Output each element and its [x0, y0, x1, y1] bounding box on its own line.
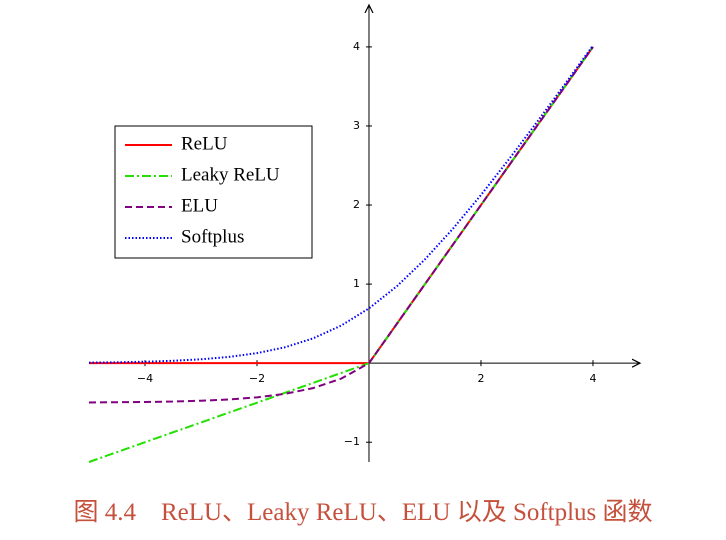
x-tick-label: −4: [137, 372, 153, 385]
legend-label: Leaky ReLU: [181, 164, 280, 185]
caption: 图 4.4 ReLU、Leaky ReLU、ELU 以及 Softplus 函数: [73, 498, 652, 526]
y-tick-label: 4: [353, 40, 360, 53]
legend-box: [114, 125, 313, 259]
y-tick-label: 1: [353, 277, 360, 290]
line: [88, 44, 594, 364]
line: [88, 46, 594, 404]
x-tick-label: 2: [477, 372, 484, 385]
x-tick-label: 4: [589, 372, 596, 385]
legend-label: ReLU: [181, 133, 228, 154]
y-tick-label: −1: [344, 435, 360, 448]
legend-label: Softplus: [181, 226, 244, 247]
y-tick-label: 3: [353, 119, 360, 132]
legend-label: ELU: [181, 195, 218, 216]
y-tick-label: 2: [353, 198, 360, 211]
x-tick-label: −2: [249, 372, 265, 385]
